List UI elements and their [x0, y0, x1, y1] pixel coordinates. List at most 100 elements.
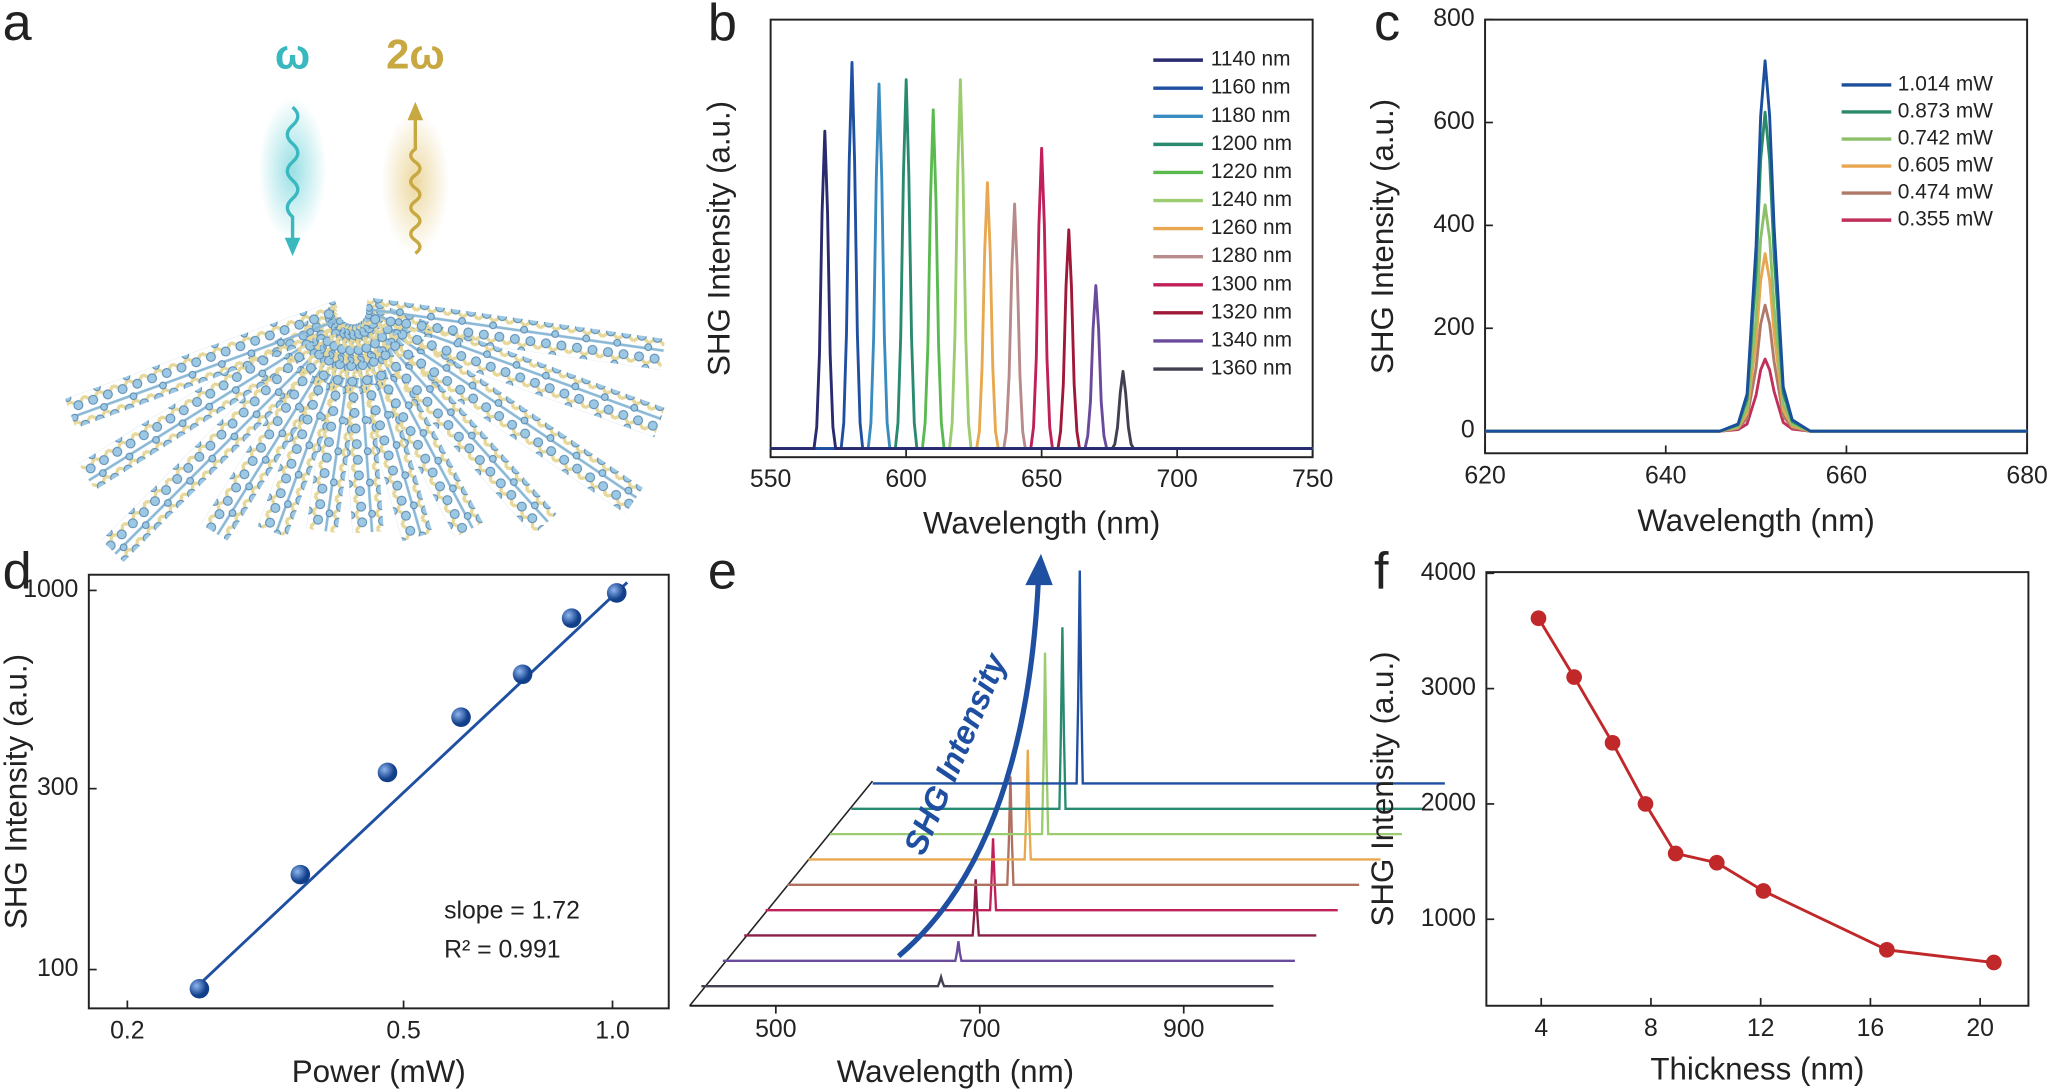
legend-label: 0.355 mW	[1898, 208, 1993, 231]
series-line	[770, 108, 1313, 450]
marker	[1986, 954, 2002, 971]
x-axis-label: Thickness (nm)	[1650, 1051, 1864, 1086]
legend-label: 1300 nm	[1211, 272, 1292, 295]
series-line	[770, 146, 1313, 450]
panel-letter: d	[3, 543, 32, 601]
marker	[1530, 610, 1547, 627]
x-axis-label: Wavelength (nm)	[1637, 503, 1874, 538]
legend-label: 1.014 mW	[1898, 72, 1993, 95]
legend-label: 1160 nm	[1211, 76, 1291, 99]
omega-label: ω	[275, 31, 310, 78]
y-axis-label: SHG Intensity (a.u.)	[1365, 651, 1400, 926]
point	[561, 608, 582, 628]
x-tick-label: 550	[750, 466, 791, 493]
trace	[829, 652, 1402, 836]
series-line	[770, 78, 1313, 450]
trace	[872, 570, 1445, 785]
marker	[1667, 845, 1684, 862]
plot-frame	[1484, 18, 2029, 455]
y-tick-label: 4000	[1421, 559, 1476, 586]
legend-label: 0.742 mW	[1898, 127, 1993, 150]
panel-letter: b	[708, 0, 737, 52]
y-tick-label: 100	[37, 955, 78, 982]
depth-axis	[689, 780, 874, 1007]
fit-line	[193, 581, 629, 990]
point	[451, 707, 471, 728]
series-line	[770, 82, 1313, 450]
y-tick-label: 600	[1433, 108, 1474, 135]
point	[512, 664, 533, 685]
waterfall-frame	[689, 780, 1274, 1007]
trace	[851, 627, 1424, 810]
arrow-head	[284, 237, 301, 257]
trace	[787, 776, 1360, 886]
legend-label: 1180 nm	[1211, 104, 1291, 127]
trace	[808, 749, 1381, 861]
y-axis-label: SHG Intensity (a.u.)	[0, 654, 34, 929]
legend-label: 1260 nm	[1211, 216, 1292, 239]
series-line	[770, 228, 1313, 450]
y-tick-label: 800	[1433, 5, 1474, 32]
plot-frame	[87, 573, 670, 1010]
series-line	[1537, 617, 1994, 964]
legend-label: 0.605 mW	[1898, 154, 1993, 177]
x-tick-label: 620	[1464, 462, 1505, 489]
marker	[1755, 883, 1772, 899]
x-tick-label: 12	[1747, 1015, 1775, 1042]
legend-label: 0.873 mW	[1898, 99, 1993, 122]
y-tick-label: 300	[37, 774, 78, 801]
panel-letter: a	[3, 0, 33, 52]
panel-letter: c	[1374, 0, 1400, 52]
trace	[765, 838, 1338, 912]
point	[606, 583, 627, 603]
legend-label: 1220 nm	[1211, 160, 1292, 183]
annotation: SHG Intensity	[896, 646, 1014, 859]
x-tick-label: 16	[1857, 1015, 1885, 1042]
y-axis-label: SHG Intensity (a.u.)	[1365, 99, 1400, 374]
point	[290, 864, 311, 885]
y-tick-label: 0	[1461, 417, 1475, 444]
arrow-head	[407, 101, 424, 121]
annotation: R² = 0.991	[444, 936, 560, 963]
illustration: a ω 2ω	[3, 0, 666, 563]
y-tick-label: 3000	[1421, 674, 1476, 701]
x-tick-label: 500	[755, 1016, 796, 1043]
lattice	[65, 297, 666, 563]
wave-arrow	[285, 105, 300, 241]
x-tick-label: 8	[1644, 1015, 1658, 1042]
series-line	[770, 202, 1313, 450]
glow	[258, 98, 327, 242]
y-tick-label: 1000	[23, 576, 78, 603]
x-tick-label: 700	[959, 1016, 1000, 1043]
marker	[1604, 734, 1621, 751]
x-tick-label: 660	[1826, 462, 1867, 489]
y-axis-label: SHG Intensity (a.u.)	[701, 101, 736, 376]
wave-arrow	[409, 117, 422, 255]
marker	[1879, 941, 1895, 958]
x-tick-label: 600	[885, 466, 926, 493]
plot-frame	[1485, 571, 2030, 1007]
legend-label: 1360 nm	[1211, 357, 1292, 380]
point	[377, 762, 398, 783]
legend-label: 1200 nm	[1211, 132, 1292, 155]
series-line	[770, 181, 1313, 450]
series-line	[770, 284, 1313, 450]
marker	[1708, 854, 1725, 871]
glow	[381, 111, 450, 255]
x-tick-label: 4	[1534, 1015, 1548, 1042]
y-tick-label: 200	[1433, 314, 1474, 341]
x-axis-label: Wavelength (nm)	[837, 1054, 1074, 1089]
legend-label: 1280 nm	[1211, 244, 1292, 267]
x-tick-label: 20	[1966, 1015, 1994, 1042]
panel-letter: f	[1374, 543, 1389, 601]
y-tick-label: 2000	[1421, 789, 1476, 816]
x-tick-label: 0.5	[386, 1017, 420, 1044]
annotation: slope = 1.72	[444, 897, 580, 924]
x-tick-label: 680	[2006, 462, 2047, 489]
x-tick-label: 750	[1292, 466, 1333, 493]
y-tick-label: 400	[1433, 211, 1474, 238]
trace	[744, 879, 1317, 937]
y-tick-label: 1000	[1421, 905, 1476, 932]
x-tick-label: 900	[1163, 1016, 1204, 1043]
